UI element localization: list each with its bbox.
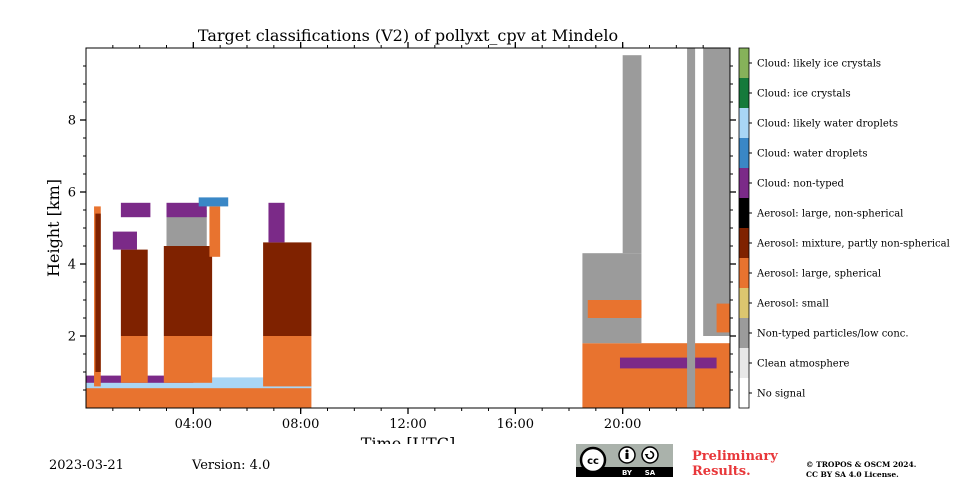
classification-region-19 [582,343,730,408]
badge-strip [576,467,673,477]
classification-region-8 [112,231,137,250]
legend-label-10: Non-typed particles/low conc. [757,329,909,340]
chart-title: Target classifications (V2) of pollyxt_c… [198,26,618,45]
classification-region-26 [716,303,730,333]
sa-text: SA [645,469,656,477]
classification-region-18 [268,202,285,243]
classification-chart: 04:00 08:00 12:00 16:00 20:00 2 4 6 8 Cloud: lik… [44,26,950,444]
cc-icon [579,446,607,474]
classification-region-23 [622,55,642,254]
classification-region-5 [95,213,101,372]
y-tick-label: 4 [68,258,76,273]
preliminary-line-2: Results. [692,464,751,479]
legend-label-1: Cloud: likely ice crystals [757,59,881,70]
classification-region-24 [687,48,696,408]
legend-swatch-11 [739,348,749,378]
sa-icon [641,446,659,464]
classification-region-16 [263,336,312,387]
legend-swatch-4 [739,138,749,168]
legend-swatch-3 [739,108,749,138]
x-tick-label: 16:00 [497,417,534,432]
legend-swatch-7 [739,228,749,258]
preliminary-note: Preliminary Results. [692,449,778,479]
date-label: 2023-03-21 [49,458,124,473]
legend-label-8: Aerosol: large, spherical [756,269,881,280]
version-label: Version: 4.0 [192,458,271,473]
classification-region-7 [120,249,148,336]
y-tick-label: 8 [68,114,76,129]
by-text: BY [622,469,633,477]
legend-label-2: Cloud: ice crystals [757,89,851,100]
cc-license-badge: cc BY SA [576,444,673,477]
legend-swatch-9 [739,288,749,318]
legend-swatch-12 [739,378,749,408]
classification-region-1 [86,386,312,408]
copyright-line-2: CC BY SA 4.0 License. [806,470,899,479]
legend-swatch-6 [739,198,749,228]
classification-region-10 [163,336,213,383]
copyright-note: © TROPOS & OSCM 2024. CC BY SA 4.0 Licen… [806,460,916,480]
axes: 04:00 08:00 12:00 16:00 20:00 2 4 6 8 [68,42,736,432]
classification-region-15 [198,197,229,207]
classification-region-22 [587,300,642,318]
classification-region-25 [703,48,730,336]
legend-label-5: Cloud: non-typed [757,179,845,190]
preliminary-line-1: Preliminary [692,449,778,464]
legend-label-4: Cloud: water droplets [757,149,868,160]
copyright-line-1: © TROPOS & OSCM 2024. [806,460,917,469]
legend-label-12: No signal [757,389,805,400]
plot-area [86,48,730,408]
classification-region-6 [120,336,148,383]
x-tick-label: 20:00 [604,417,641,432]
x-tick-label: 08:00 [282,417,319,432]
classification-region-11 [163,246,213,336]
y-tick-label: 2 [68,330,76,345]
legend-swatch-5 [739,168,749,198]
classification-region-13 [166,202,207,218]
classification-region-17 [263,242,312,336]
x-tick-label: 04:00 [175,417,212,432]
classification-region-21 [582,253,642,344]
legend-swatch-10 [739,318,749,348]
legend-label-7: Aerosol: mixture, partly non-spherical [756,239,950,250]
classification-region-9 [120,202,151,218]
legend-swatch-1 [739,48,749,78]
legend-swatch-2 [739,78,749,108]
legend-label-3: Cloud: likely water droplets [757,119,898,130]
colorbar-legend: Cloud: likely ice crystals Cloud: ice cry… [738,47,950,409]
x-tick-label: 12:00 [389,417,426,432]
legend-swatch-8 [739,258,749,288]
legend-label-6: Aerosol: large, non-spherical [756,209,903,220]
legend-label-9: Aerosol: small [756,299,829,310]
cc-text: cc [587,456,599,467]
x-axis-label: Time [UTC] [361,434,455,444]
y-axis-label: Height [km] [44,179,63,277]
legend-label-11: Clean atmosphere [757,359,850,370]
classification-region-14 [209,206,221,257]
classification-region-20 [619,357,717,369]
y-tick-label: 6 [68,186,76,201]
colorbar-frame [738,47,750,409]
